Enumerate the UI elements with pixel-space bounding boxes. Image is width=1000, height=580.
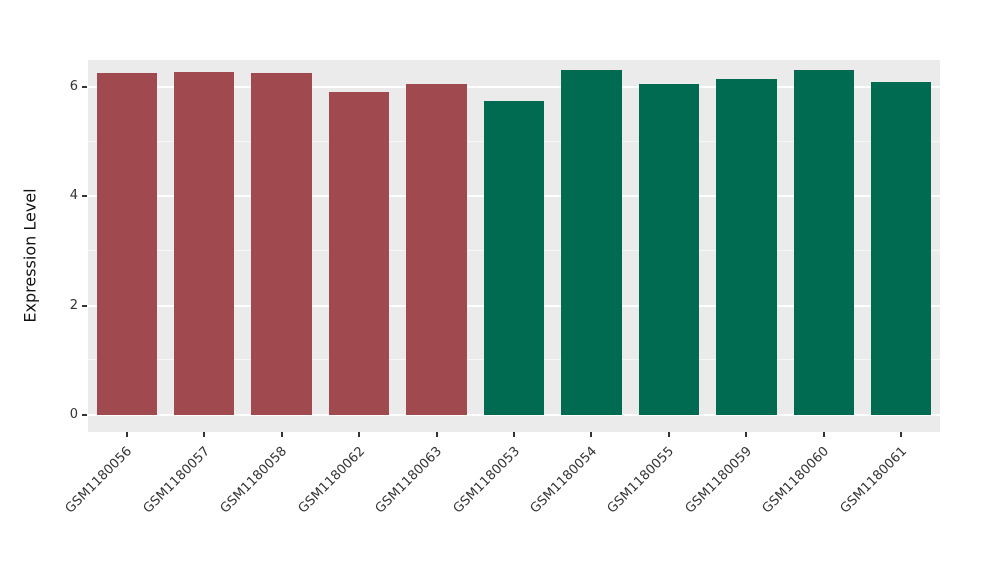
bar-GSM1180063 [406, 84, 467, 415]
x-tick-label: GSM1180056 [62, 444, 136, 517]
y-tick-mark [82, 414, 87, 416]
y-tick-mark [82, 195, 87, 198]
bar-GSM1180055 [638, 84, 700, 415]
x-tick-mark [435, 432, 438, 437]
y-axis-label: Expression Level [21, 188, 40, 322]
bar-GSM1180054 [561, 69, 622, 415]
bar-GSM1180060 [793, 69, 855, 415]
plot-area [88, 60, 940, 432]
x-tick-label: GSM1180053 [450, 444, 523, 517]
y-tick-label: 2 [69, 297, 78, 313]
x-tick-label: GSM1180054 [527, 444, 601, 517]
bar-GSM1180061 [871, 81, 932, 415]
y-tick-mark [82, 304, 87, 307]
bar-GSM1180062 [328, 92, 390, 415]
bar-GSM1180053 [483, 100, 545, 415]
y-tick-label: 0 [69, 407, 78, 422]
x-tick-label: GSM1180058 [217, 444, 291, 517]
x-tick-label: GSM1180057 [140, 444, 213, 517]
y-axis-label-text: Expression Level [20, 188, 40, 323]
major-gridline [88, 414, 940, 416]
y-tick-label: 6 [69, 78, 78, 94]
bar-GSM1180056 [96, 73, 157, 415]
x-tick-mark [822, 432, 825, 437]
x-tick-mark [513, 432, 515, 437]
x-tick-label: GSM1180060 [759, 444, 833, 517]
major-gridline [88, 85, 940, 88]
x-tick-label: GSM1180061 [837, 444, 910, 517]
x-tick-label: GSM1180063 [372, 444, 446, 517]
x-tick-mark [745, 432, 748, 437]
x-tick-mark [125, 432, 128, 437]
x-tick-mark [203, 432, 206, 437]
y-tick-mark [82, 85, 87, 88]
x-tick-label: GSM1180059 [682, 444, 755, 517]
x-tick-mark [358, 432, 361, 437]
y-tick-label: 4 [69, 188, 78, 204]
x-tick-mark [667, 432, 670, 437]
x-tick-label: GSM1180055 [605, 444, 678, 517]
bar-GSM1180058 [251, 73, 312, 415]
x-tick-label: GSM1180062 [295, 444, 368, 517]
bar-GSM1180059 [716, 78, 777, 415]
x-tick-mark [280, 432, 283, 437]
x-tick-mark [590, 432, 593, 437]
x-tick-mark [900, 432, 903, 437]
bar-GSM1180057 [173, 72, 235, 415]
